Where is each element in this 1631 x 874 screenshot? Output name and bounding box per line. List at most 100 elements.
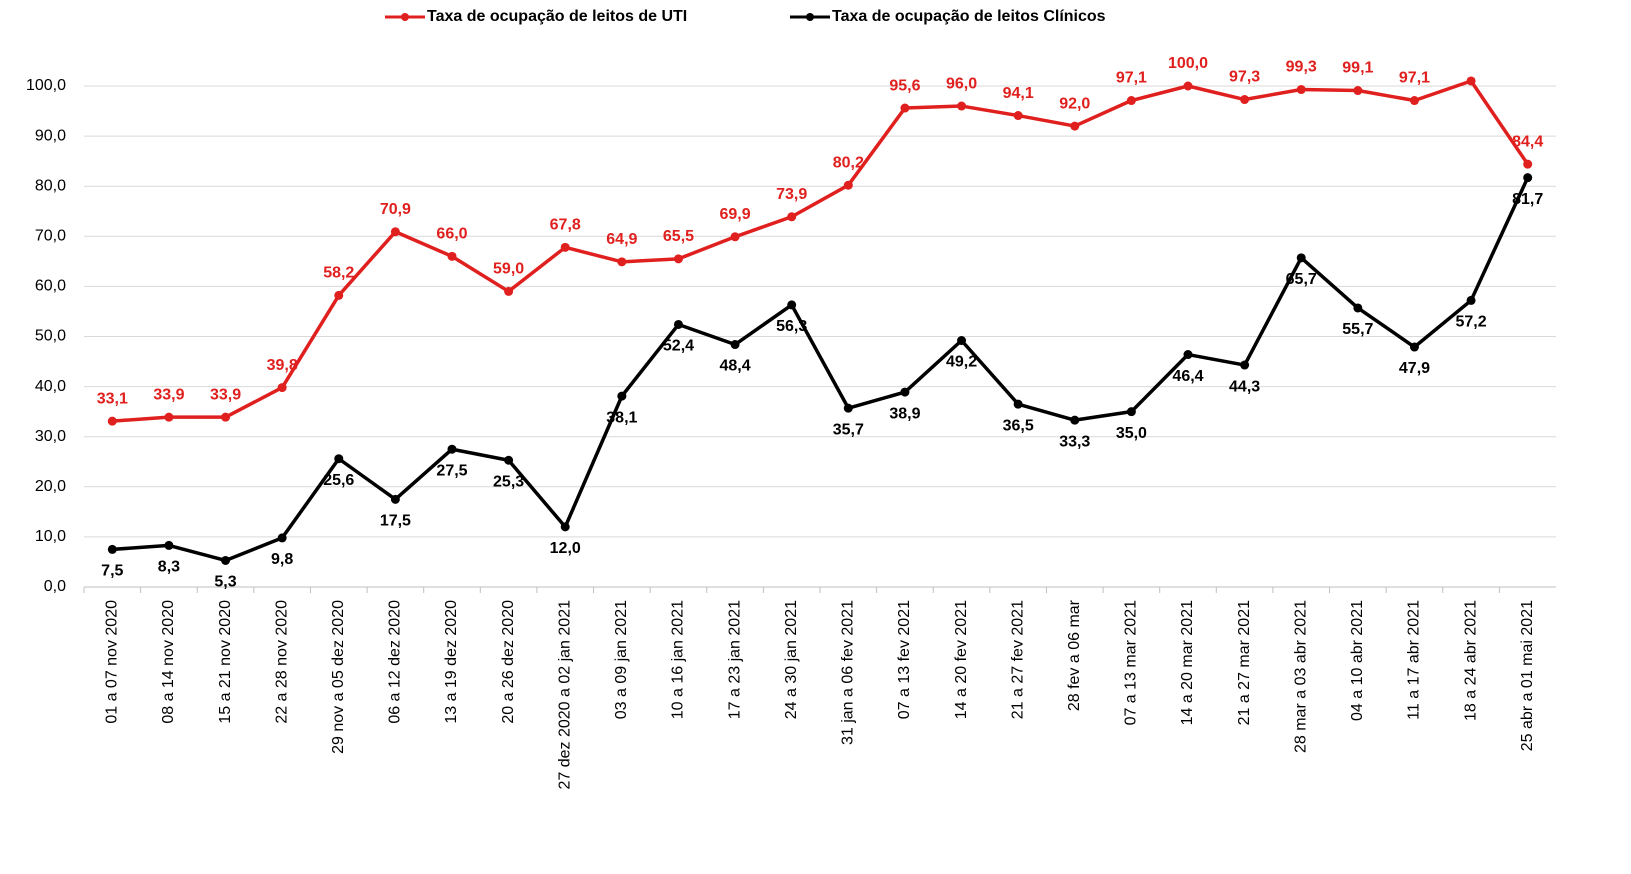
series-line	[112, 176, 1530, 563]
data-point	[504, 286, 514, 296]
data-point	[277, 383, 287, 393]
data-point	[560, 522, 570, 532]
y-tick-label: 50,0	[35, 328, 66, 345]
data-point	[1240, 360, 1250, 370]
data-point	[843, 180, 853, 190]
series-line	[112, 79, 1530, 423]
x-tick-label: 25 abr a 01 mai 2021	[1519, 600, 1536, 751]
data-point	[1409, 342, 1419, 352]
x-tick-label: 01 a 07 nov 2020	[104, 600, 121, 724]
data-point	[447, 444, 457, 454]
data-label: 33,1	[97, 390, 128, 407]
data-label: 97,1	[1399, 70, 1430, 87]
data-point	[617, 257, 627, 267]
x-tick-label: 27 dez 2020 a 02 jan 2021	[556, 600, 573, 790]
data-point	[1353, 303, 1363, 313]
x-tick-label: 13 a 19 dez 2020	[443, 600, 460, 724]
data-point	[787, 300, 797, 310]
data-label: 35,7	[833, 421, 864, 438]
x-tick-label: 31 jan a 06 fev 2021	[840, 600, 857, 745]
data-label: 59,0	[493, 261, 524, 278]
data-point	[1070, 415, 1080, 425]
data-point	[900, 103, 910, 113]
data-point	[843, 403, 853, 413]
data-point	[673, 254, 683, 264]
y-tick-label: 100,0	[26, 77, 66, 94]
data-label: 65,7	[1286, 271, 1317, 288]
data-label: 99,3	[1286, 59, 1317, 76]
y-tick-label: 60,0	[35, 278, 66, 295]
data-label: 81,7	[1512, 191, 1543, 208]
data-point	[1466, 295, 1476, 305]
data-label: 33,9	[153, 386, 184, 403]
data-label: 57,2	[1456, 314, 1487, 331]
data-label: 38,9	[889, 405, 920, 422]
data-label: 70,9	[380, 201, 411, 218]
data-point	[1013, 399, 1023, 409]
data-point	[390, 494, 400, 504]
data-label: 27,5	[436, 462, 467, 479]
x-tick-label: 22 a 28 nov 2020	[273, 600, 290, 724]
data-point	[334, 290, 344, 300]
y-tick-label: 40,0	[35, 378, 66, 395]
data-label: 52,4	[663, 338, 694, 355]
x-tick-label: 18 a 24 abr 2021	[1462, 600, 1479, 721]
x-tick-label: 14 a 20 fev 2021	[953, 600, 970, 719]
data-point	[1296, 253, 1306, 263]
data-point	[1126, 96, 1136, 106]
data-point	[164, 412, 174, 422]
data-label: 33,9	[210, 386, 241, 403]
data-point	[504, 455, 514, 465]
data-label: 94,1	[1003, 85, 1034, 102]
data-point	[787, 212, 797, 222]
x-tick-label: 04 a 10 abr 2021	[1349, 600, 1366, 721]
data-point	[617, 391, 627, 401]
data-point	[1296, 85, 1306, 95]
data-label: 47,9	[1399, 360, 1430, 377]
data-label: 73,9	[776, 186, 807, 203]
legend-marker	[401, 13, 409, 21]
x-tick-label: 11 a 17 abr 2021	[1406, 600, 1423, 720]
data-label: 35,0	[1116, 425, 1147, 442]
x-tick-label: 15 a 21 nov 2020	[217, 600, 234, 724]
data-point	[447, 251, 457, 261]
data-label: 99,1	[1342, 60, 1373, 77]
data-point	[730, 340, 740, 350]
data-label: 97,3	[1229, 69, 1260, 86]
data-label: 64,9	[606, 231, 637, 248]
y-tick-label: 30,0	[35, 428, 66, 445]
data-point	[1523, 159, 1533, 169]
x-tick-label: 17 a 23 jan 2021	[726, 600, 743, 719]
data-label: 46,4	[1172, 368, 1203, 385]
x-tick-label: 28 fev a 06 mar	[1066, 599, 1083, 711]
legend-label: Taxa de ocupação de leitos Clínicos	[832, 8, 1106, 25]
data-label: 25,6	[323, 472, 354, 489]
data-label: 84,4	[1512, 133, 1543, 150]
data-label: 17,5	[380, 513, 411, 530]
data-label: 67,8	[550, 217, 581, 234]
data-point	[1013, 111, 1023, 121]
x-tick-label: 20 a 26 dez 2020	[500, 600, 517, 724]
data-point	[730, 232, 740, 242]
x-tick-label: 28 mar a 03 abr 2021	[1292, 600, 1309, 753]
x-tick-label: 14 a 20 mar 2021	[1179, 600, 1196, 726]
x-tick-label: 03 a 09 jan 2021	[613, 600, 630, 719]
data-label: 95,6	[889, 77, 920, 94]
data-label: 97,1	[1116, 70, 1147, 87]
data-point	[1126, 407, 1136, 417]
data-point	[221, 555, 231, 565]
data-label: 69,9	[720, 206, 751, 223]
data-point	[957, 336, 967, 346]
x-tick-label: 21 a 27 mar 2021	[1236, 600, 1253, 726]
data-label: 38,1	[606, 409, 637, 426]
y-tick-label: 80,0	[35, 177, 66, 194]
data-label: 66,0	[436, 226, 467, 243]
data-point	[1183, 81, 1193, 91]
data-label: 8,3	[158, 559, 180, 576]
data-label: 33,3	[1059, 433, 1090, 450]
data-label: 36,5	[1003, 417, 1034, 434]
data-point	[334, 454, 344, 464]
y-tick-label: 90,0	[35, 127, 66, 144]
y-tick-label: 0,0	[44, 578, 66, 595]
